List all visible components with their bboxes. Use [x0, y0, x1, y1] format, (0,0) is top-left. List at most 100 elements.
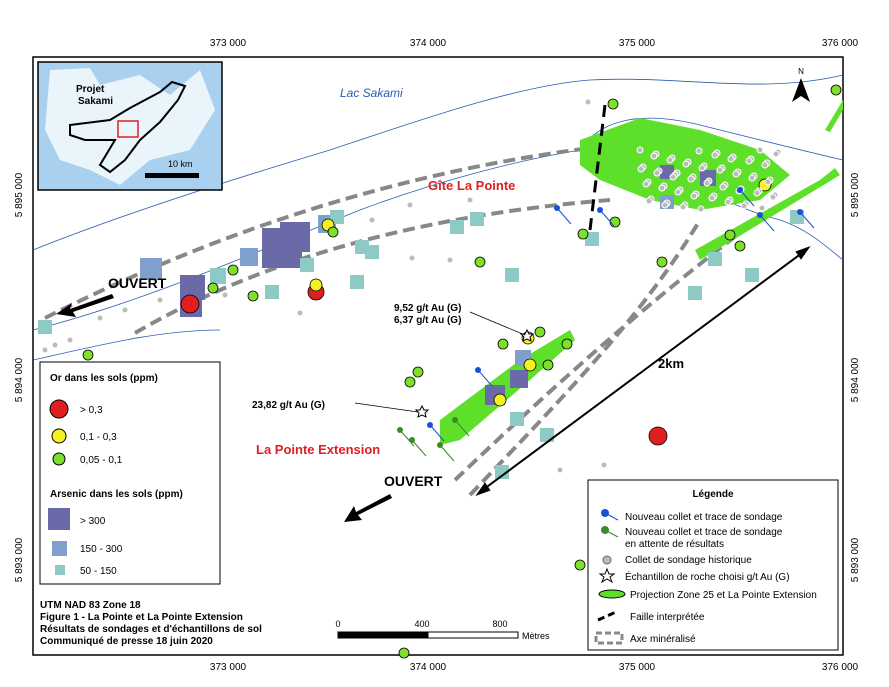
soil-circle: [82, 349, 94, 361]
coord-label: 374 000: [410, 38, 447, 49]
legend-symbol: [604, 512, 619, 521]
fault: [588, 104, 607, 231]
sample-label: 9,52 g/t Au (G): [394, 303, 461, 314]
historic-collar: [769, 193, 777, 201]
legend-symbol: [48, 508, 70, 530]
historic-collar: [674, 188, 682, 196]
historic-collar: [772, 150, 780, 158]
coord-label: 374 000: [410, 662, 447, 673]
soil-square: [365, 245, 379, 259]
historic-collar: [406, 201, 414, 209]
soil-square: [510, 412, 524, 426]
historic-collar: [368, 216, 376, 224]
soil-circle: [327, 226, 339, 238]
historic-collar: [758, 204, 766, 212]
soil-square: [450, 220, 464, 234]
historic-collar: [708, 194, 716, 202]
scale-label: Mètres: [522, 631, 550, 641]
legend-title: Arsenic dans les sols (ppm): [50, 489, 183, 500]
historic-collar: [600, 461, 608, 469]
arrow: [56, 294, 114, 317]
coord-label: 376 000: [822, 662, 859, 673]
coord-label: 5 895 000: [14, 172, 25, 217]
soil-square: [510, 370, 528, 388]
historic-collar: [66, 336, 74, 344]
soil-circle: [656, 256, 668, 268]
soil-square: [505, 268, 519, 282]
historic-collar: [690, 192, 698, 200]
drill-collar: [427, 422, 433, 428]
drill-trace: [599, 209, 615, 227]
historic-collar: [703, 179, 711, 187]
sample-label: 23,82 g/t Au (G): [252, 400, 325, 411]
legend-symbol: [52, 541, 67, 556]
historic-collar: [669, 173, 677, 181]
projection-zone: [440, 330, 575, 445]
soil-circle: [534, 326, 546, 338]
distance-label: 2km: [658, 356, 684, 371]
historic-collar: [653, 169, 661, 177]
scale-label: 0: [335, 619, 340, 629]
open-label: OUVERT: [384, 473, 443, 489]
caption: Communiqué de presse 18 juin 2020: [40, 636, 213, 647]
historic-collar: [584, 98, 592, 106]
coord-label: 5 894 000: [850, 357, 861, 402]
soil-square: [585, 232, 599, 246]
north-arrow: [792, 78, 810, 102]
open-label: OUVERT: [108, 275, 167, 291]
soil-circle: [542, 359, 554, 371]
coord-label: 5 893 000: [14, 537, 25, 582]
scale-label: 400: [414, 619, 429, 629]
soil-square: [350, 275, 364, 289]
soil-circle: [561, 338, 573, 350]
historic-collar: [756, 146, 764, 154]
drill-trace: [399, 429, 415, 447]
lake-shore: [32, 329, 221, 361]
legend-symbol: [49, 399, 69, 419]
drill-collar: [554, 205, 560, 211]
soil-square: [540, 428, 554, 442]
historic-collar: [687, 175, 695, 183]
drill-collar: [397, 427, 403, 433]
soil-circle: [497, 338, 509, 350]
scale-label: 800: [492, 619, 507, 629]
soil-circle: [227, 264, 239, 276]
leader-line: [469, 311, 526, 336]
caption: UTM NAD 83 Zone 18: [40, 600, 141, 611]
coord-label: 5 893 000: [850, 537, 861, 582]
soil-square: [745, 268, 759, 282]
soil-square: [495, 465, 509, 479]
leader-line: [354, 402, 419, 413]
coord-label: 5 895 000: [850, 172, 861, 217]
historic-collar: [666, 156, 674, 164]
historic-collar: [698, 164, 706, 172]
soil-circle: [609, 216, 621, 228]
legend-label: en attente de résultats: [625, 539, 724, 550]
drill-collar: [475, 367, 481, 373]
legend: [587, 479, 839, 651]
inset-label: Projet: [76, 84, 105, 95]
zone-label: La Pointe Extension: [256, 442, 380, 457]
historic-collar: [51, 341, 59, 349]
legend-title: Or dans les sols (ppm): [50, 373, 158, 384]
inset-scale-bar: [145, 173, 199, 178]
soil-square: [688, 286, 702, 300]
legend-symbol: [602, 555, 612, 565]
legend-label: > 300: [80, 516, 106, 527]
scale-bar: [427, 631, 519, 639]
mineralized-axis: [468, 218, 702, 497]
legend-symbol: [594, 631, 624, 645]
drill-collar: [797, 209, 803, 215]
legend-label: > 0,3: [80, 405, 103, 416]
drill-trace: [739, 189, 755, 207]
historic-collar: [642, 180, 650, 188]
historic-collar: [96, 314, 104, 322]
property-outline: [69, 80, 187, 174]
scale-bar: [337, 631, 429, 639]
legend-label: Nouveau collet et trace de sondage: [625, 512, 783, 523]
historic-collar: [748, 174, 756, 182]
historic-collar: [682, 160, 690, 168]
legend-symbol: [598, 567, 616, 584]
mineralized-axis: [453, 208, 772, 482]
drill-collar: [597, 207, 603, 213]
